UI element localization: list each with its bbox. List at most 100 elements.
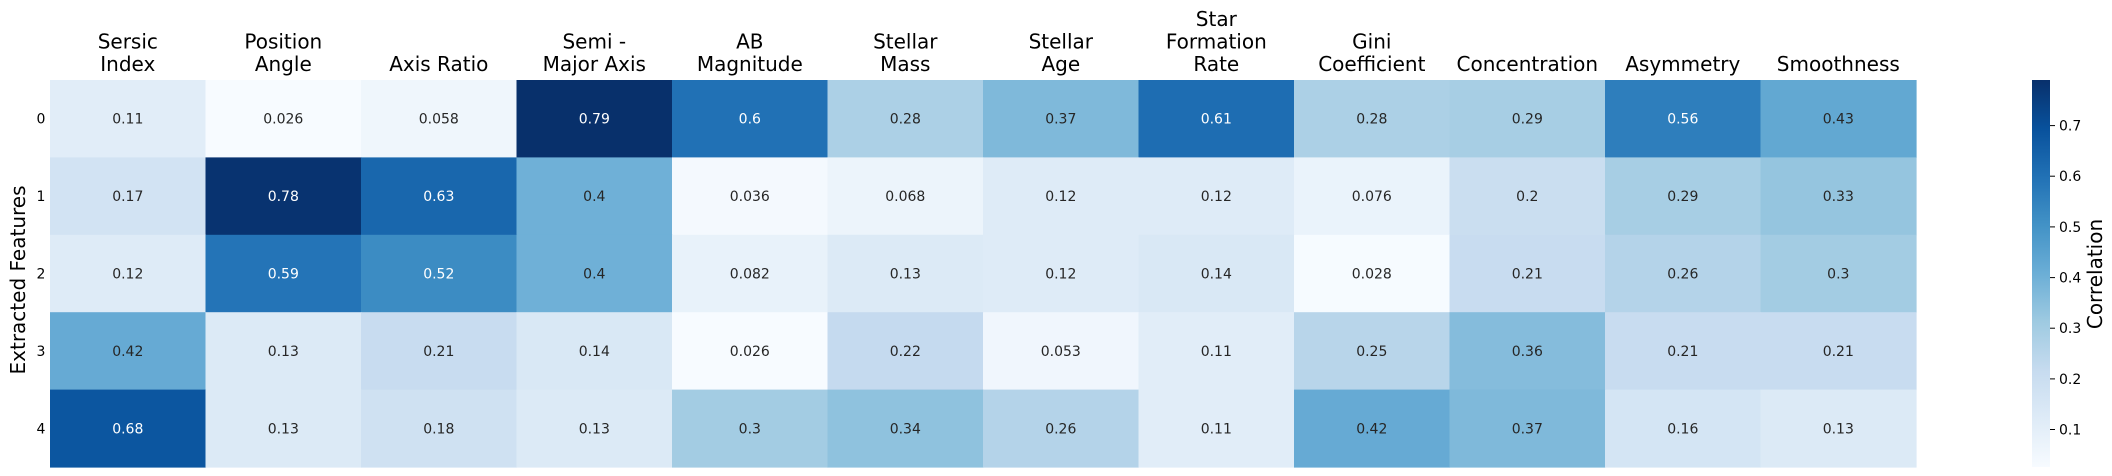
heatmap-cell [1760, 157, 1917, 236]
x-axis-label: Stellar Mass [873, 30, 938, 77]
x-axis-label: AB Magnitude [697, 30, 803, 77]
heatmap-cell [1760, 389, 1917, 468]
heatmap-cell-label: 0.16 [1667, 421, 1698, 437]
x-axis-label: Asymmetry [1625, 52, 1740, 76]
heatmap-cell [516, 312, 673, 391]
x-axis-labels: Sersic Index Position Angle Axis Ratio Semi -… [98, 7, 1900, 76]
heatmap-cell-label: 0.036 [730, 189, 770, 205]
y-axis-label: 4 [37, 421, 46, 437]
heatmap-cell [1449, 80, 1606, 158]
heatmap-cell [827, 234, 984, 313]
colorbar-tick-label: 0.7 [2059, 119, 2081, 135]
heatmap-cell [50, 80, 207, 158]
heatmap-cell-label: 0.36 [1512, 344, 1543, 360]
heatmap-cell-label: 0.053 [1041, 344, 1081, 360]
heatmap-cell-label: 0.56 [1667, 112, 1698, 128]
colorbar-gradient [2032, 80, 2050, 467]
y-axis-label: 3 [37, 344, 46, 360]
heatmap-cell-label: 0.26 [1045, 421, 1076, 437]
heatmap-cell [1294, 234, 1451, 313]
heatmap-cell-label: 0.37 [1045, 112, 1076, 128]
heatmap-cell [672, 80, 829, 158]
heatmap-cell [1138, 157, 1295, 236]
heatmap-cell [516, 234, 673, 313]
heatmap-cell [1138, 312, 1295, 391]
heatmap-cell [1294, 389, 1451, 468]
heatmap-cell [827, 157, 984, 236]
heatmap-cell [1605, 80, 1762, 158]
heatmap-cell [1449, 312, 1606, 391]
heatmap-cell [205, 234, 362, 313]
heatmap-cell [1138, 234, 1295, 313]
x-axis-label: Stellar Age [1029, 30, 1094, 77]
colorbar-tick-label: 0.6 [2059, 169, 2081, 185]
heatmap-cell [1605, 389, 1762, 468]
x-axis-label: Concentration [1457, 52, 1598, 76]
heatmap-cell [361, 157, 518, 236]
heatmap-cell [361, 80, 518, 158]
x-axis-label: Semi -Major Axis [543, 30, 646, 77]
heatmap-cell-label: 0.082 [730, 267, 770, 283]
colorbar: 0.1 0.2 0.3 0.4 0.5 0.6 0.7 Correlation [2032, 80, 2107, 467]
x-axis-label: Gini Coefficient [1318, 30, 1425, 77]
heatmap-cell-label: 0.21 [1512, 267, 1543, 283]
heatmap-cell-label: 0.63 [423, 189, 454, 205]
heatmap-cell [1294, 80, 1451, 158]
heatmap-cell-label: 0.026 [730, 344, 770, 360]
heatmap-cell-label: 0.12 [1045, 189, 1076, 205]
colorbar-ticks: 0.1 0.2 0.3 0.4 0.5 0.6 0.7 [2050, 119, 2081, 439]
heatmap-cell-label: 0.42 [1356, 421, 1387, 437]
heatmap-cell [827, 80, 984, 158]
heatmap-cell-label: 0.59 [268, 267, 299, 283]
heatmap-cell-label: 0.14 [1201, 267, 1232, 283]
heatmap-cell-label: 0.68 [112, 421, 143, 437]
heatmap-cell-label: 0.43 [1823, 112, 1854, 128]
heatmap-cell [516, 389, 673, 468]
x-axis-label: Sersic Index [98, 30, 158, 77]
colorbar-tick-label: 0.5 [2059, 220, 2081, 236]
heatmap-cell-label: 0.28 [890, 112, 921, 128]
heatmap-cell-label: 0.12 [112, 267, 143, 283]
colorbar-tick-label: 0.1 [2059, 423, 2081, 439]
heatmap-cell [205, 389, 362, 468]
heatmap-cell-label: 0.13 [579, 421, 610, 437]
heatmap-cell [672, 157, 829, 236]
y-axis-label: 2 [37, 267, 46, 283]
heatmap-cell-label: 0.12 [1045, 267, 1076, 283]
heatmap-cell-label: 0.21 [423, 344, 454, 360]
heatmap-cell [1294, 157, 1451, 236]
heatmap-cell-label: 0.34 [890, 421, 921, 437]
heatmap-cell-label: 0.33 [1823, 189, 1854, 205]
heatmap-cell [361, 234, 518, 313]
heatmap-cell-label: 0.13 [268, 344, 299, 360]
x-axis-label: Star Formation Rate [1166, 7, 1267, 76]
x-axis-label: Axis Ratio [389, 52, 488, 76]
heatmap-cell-label: 0.18 [423, 421, 454, 437]
heatmap-cell-label: 0.3 [739, 421, 761, 437]
heatmap-cell-label: 0.52 [423, 267, 454, 283]
heatmap-cell [50, 312, 207, 391]
heatmap-cell-label: 0.26 [1667, 267, 1698, 283]
heatmap-cell-label: 0.79 [579, 112, 610, 128]
heatmap-cell-label: 0.3 [1827, 267, 1849, 283]
heatmap-cell-label: 0.14 [579, 344, 610, 360]
heatmap-cell [516, 80, 673, 158]
heatmap-cell-label: 0.78 [268, 189, 299, 205]
heatmap-cell [50, 157, 207, 236]
heatmap-cell [983, 389, 1140, 468]
heatmap-cell-label: 0.28 [1356, 112, 1387, 128]
heatmap-cell [827, 312, 984, 391]
heatmap-cell [1294, 312, 1451, 391]
heatmap-cell [983, 80, 1140, 158]
heatmap-cell [672, 234, 829, 313]
heatmap-cell-label: 0.2 [1516, 189, 1538, 205]
heatmap-cell [1449, 157, 1606, 236]
heatmap-cell [827, 389, 984, 468]
heatmap-cell-label: 0.37 [1512, 421, 1543, 437]
y-axis-title: Extracted Features [6, 186, 30, 375]
heatmap-cell-label: 0.13 [1823, 421, 1854, 437]
colorbar-title: Correlation [2083, 219, 2107, 329]
heatmap-cell [50, 234, 207, 313]
heatmap-cell-label: 0.13 [890, 267, 921, 283]
